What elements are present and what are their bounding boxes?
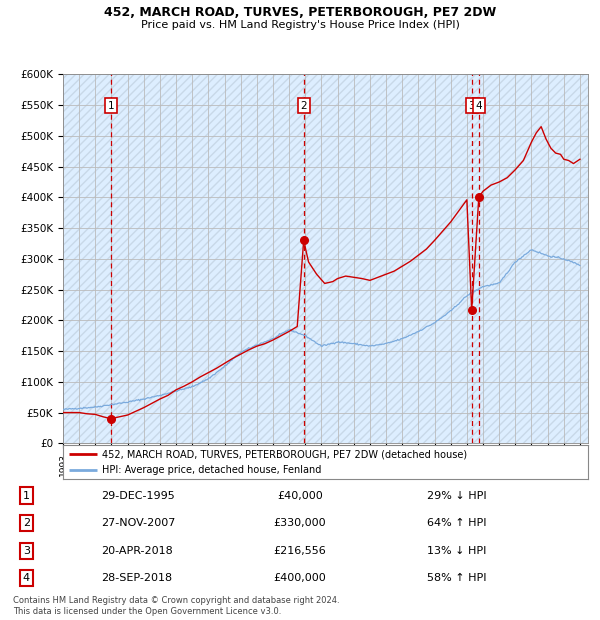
Text: 2: 2 <box>301 101 307 111</box>
Text: 58% ↑ HPI: 58% ↑ HPI <box>427 574 486 583</box>
Text: £216,556: £216,556 <box>274 546 326 556</box>
Text: 2: 2 <box>23 518 30 528</box>
Text: 452, MARCH ROAD, TURVES, PETERBOROUGH, PE7 2DW (detached house): 452, MARCH ROAD, TURVES, PETERBOROUGH, P… <box>103 449 467 459</box>
Text: £330,000: £330,000 <box>274 518 326 528</box>
Text: 20-APR-2018: 20-APR-2018 <box>101 546 173 556</box>
Text: 29% ↓ HPI: 29% ↓ HPI <box>427 490 487 500</box>
Text: 28-SEP-2018: 28-SEP-2018 <box>101 574 172 583</box>
Text: 3: 3 <box>469 101 475 111</box>
Text: 1: 1 <box>23 490 30 500</box>
Text: 3: 3 <box>23 546 30 556</box>
Text: 13% ↓ HPI: 13% ↓ HPI <box>427 546 486 556</box>
Text: £40,000: £40,000 <box>277 490 323 500</box>
Text: 4: 4 <box>23 574 30 583</box>
Text: 4: 4 <box>475 101 482 111</box>
Text: 64% ↑ HPI: 64% ↑ HPI <box>427 518 486 528</box>
Text: £400,000: £400,000 <box>274 574 326 583</box>
Text: 452, MARCH ROAD, TURVES, PETERBOROUGH, PE7 2DW: 452, MARCH ROAD, TURVES, PETERBOROUGH, P… <box>104 6 496 19</box>
Text: HPI: Average price, detached house, Fenland: HPI: Average price, detached house, Fenl… <box>103 465 322 475</box>
Text: Contains HM Land Registry data © Crown copyright and database right 2024.
This d: Contains HM Land Registry data © Crown c… <box>13 596 340 616</box>
Text: 1: 1 <box>108 101 115 111</box>
Text: Price paid vs. HM Land Registry's House Price Index (HPI): Price paid vs. HM Land Registry's House … <box>140 20 460 30</box>
Text: 29-DEC-1995: 29-DEC-1995 <box>101 490 175 500</box>
Text: 27-NOV-2007: 27-NOV-2007 <box>101 518 176 528</box>
